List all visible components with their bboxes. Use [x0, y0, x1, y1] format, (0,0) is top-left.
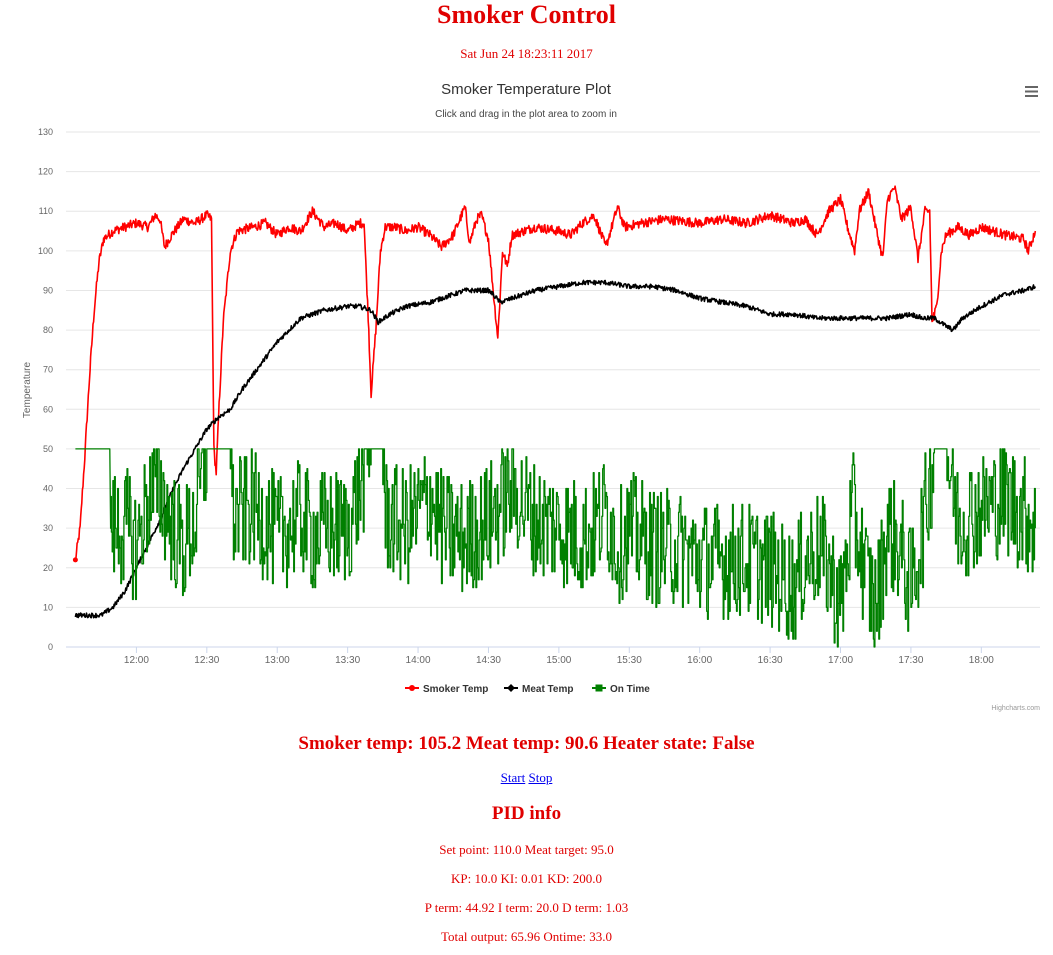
pid-gains-line: KP: 10.0 KI: 0.01 KD: 200.0 [451, 871, 602, 886]
x-tick-label: 13:00 [265, 655, 290, 666]
pid-terms-line: P term: 44.92 I term: 20.0 D term: 1.03 [424, 900, 629, 915]
legend-label: Meat Temp [522, 684, 574, 695]
chart-subtitle: Click and drag in the plot area to zoom … [435, 109, 617, 120]
highcharts-credits[interactable]: Highcharts.com [991, 705, 1040, 712]
chart-svg[interactable]: Smoker Temperature Plot Click and drag i… [0, 70, 1053, 715]
series-line-on-time [75, 448, 1036, 648]
x-tick-label: 15:00 [546, 655, 571, 666]
series-line-smoker-temp [74, 185, 1037, 559]
timestamp: Sat Jun 24 18:23:11 2017 [460, 46, 593, 61]
x-tick-label: 16:00 [687, 655, 712, 666]
series-line-meat-temp [74, 279, 1037, 619]
control-links: Start Stop [0, 770, 1053, 786]
start-link[interactable]: Start [500, 770, 526, 785]
legend-item-smoker-temp[interactable]: Smoker Temp [405, 684, 488, 695]
x-tick-label: 17:00 [828, 655, 853, 666]
legend-item-on-time[interactable]: On Time [592, 684, 650, 695]
y-tick-label: 60 [43, 404, 53, 414]
x-tick-label: 16:30 [758, 655, 783, 666]
pid-setpoint-line: Set point: 110.0 Meat target: 95.0 [439, 842, 614, 857]
legend-label: On Time [610, 684, 650, 695]
legend-marker [409, 685, 415, 691]
chart-title: Smoker Temperature Plot [441, 81, 612, 98]
y-tick-label: 30 [43, 523, 53, 533]
temperature-chart[interactable]: Smoker Temperature Plot Click and drag i… [0, 70, 1053, 715]
x-tick-label: 13:30 [335, 655, 360, 666]
y-tick-label: 0 [48, 642, 53, 652]
y-tick-label: 20 [43, 563, 53, 573]
legend-label: Smoker Temp [423, 684, 488, 695]
x-tick-label: 14:00 [406, 655, 431, 666]
series-start-point [72, 557, 78, 563]
y-tick-label: 80 [43, 325, 53, 335]
legend-item-meat-temp[interactable]: Meat Temp [504, 684, 574, 695]
x-tick-label: 12:30 [194, 655, 219, 666]
y-tick-label: 130 [38, 127, 53, 137]
y-axis-title: Temperature [22, 361, 33, 418]
pid-output-line: Total output: 65.96 Ontime: 33.0 [441, 929, 612, 944]
page-title: Smoker Control [437, 0, 616, 29]
x-tick-label: 17:30 [898, 655, 923, 666]
x-tick-label: 12:00 [124, 655, 149, 666]
y-tick-label: 120 [38, 167, 53, 177]
y-tick-label: 10 [43, 602, 53, 612]
legend-marker [595, 684, 603, 692]
y-tick-label: 100 [38, 246, 53, 256]
y-tick-label: 110 [39, 206, 53, 216]
pid-info-title: PID info [491, 803, 562, 824]
y-tick-label: 70 [43, 365, 53, 375]
y-tick-label: 50 [43, 444, 53, 454]
x-tick-label: 14:30 [476, 655, 501, 666]
y-tick-label: 90 [43, 285, 53, 295]
x-tick-label: 18:00 [969, 655, 994, 666]
status-line: Smoker temp: 105.2 Meat temp: 90.6 Heate… [298, 733, 755, 754]
legend-marker [507, 684, 515, 692]
stop-link[interactable]: Stop [528, 770, 553, 785]
y-tick-label: 40 [43, 484, 53, 494]
x-tick-label: 15:30 [617, 655, 642, 666]
chart-menu-icon[interactable] [1022, 84, 1042, 100]
